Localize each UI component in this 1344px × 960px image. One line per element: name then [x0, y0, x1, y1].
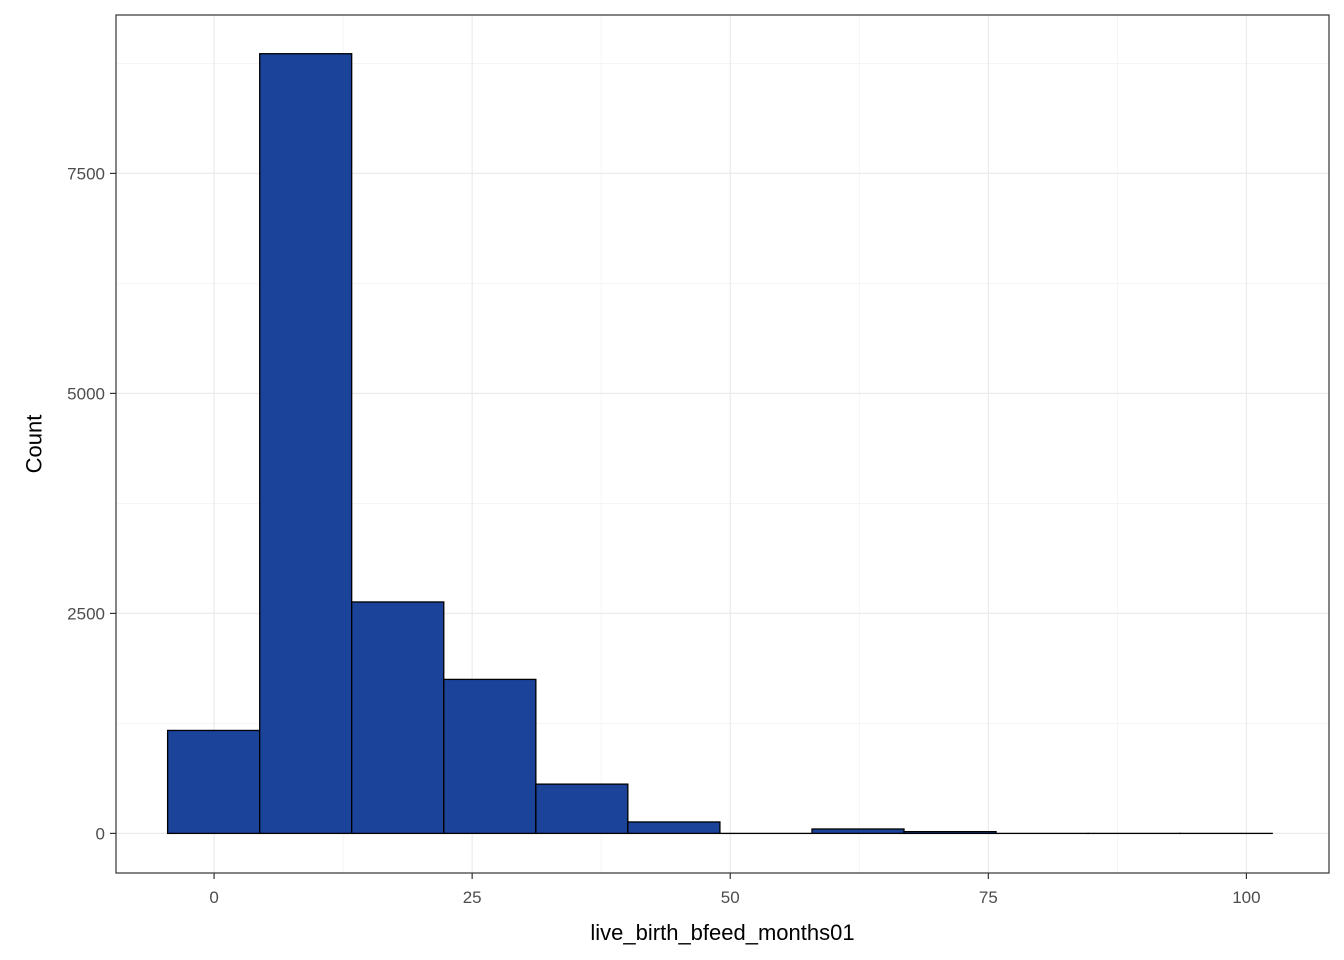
- x-tick-label: 75: [979, 888, 998, 907]
- histogram-bar: [259, 53, 353, 835]
- y-tick-label: 2500: [67, 604, 105, 623]
- y-tick-label: 0: [96, 824, 105, 843]
- histogram-bar: [166, 729, 261, 835]
- y-tick-label: 7500: [67, 164, 105, 183]
- histogram-bar: [627, 821, 721, 835]
- panel-border: [115, 14, 1330, 874]
- x-tick-label: 25: [463, 888, 482, 907]
- histogram-bar: [351, 601, 445, 835]
- y-axis-title: Count: [22, 415, 47, 474]
- x-axis-title: live_birth_bfeed_months01: [590, 920, 854, 945]
- y-tick-label: 5000: [67, 384, 105, 403]
- histogram-bar: [535, 783, 629, 835]
- x-axis-ticks: 0 25 50 75 100: [209, 873, 1261, 907]
- histogram-bar: [811, 828, 905, 835]
- histogram-bar: [903, 830, 997, 835]
- y-axis-ticks: 0 2500 5000 7500: [67, 164, 116, 843]
- histogram-bar: [443, 678, 537, 835]
- x-tick-label: 50: [721, 888, 740, 907]
- histogram-bars: [166, 53, 1273, 835]
- x-tick-label: 0: [209, 888, 218, 907]
- x-tick-label: 100: [1232, 888, 1260, 907]
